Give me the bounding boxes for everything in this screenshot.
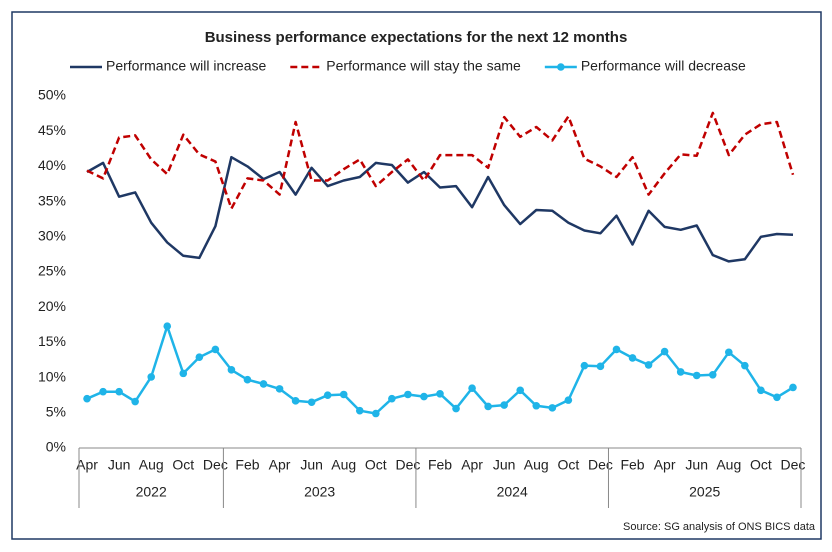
x-tick-label: Feb bbox=[235, 457, 259, 473]
data-point bbox=[372, 409, 380, 418]
x-tick-label: Dec bbox=[395, 457, 420, 473]
chart-title: Business performance expectations for th… bbox=[205, 29, 628, 46]
data-point bbox=[548, 404, 557, 412]
data-point bbox=[131, 397, 139, 406]
data-point bbox=[564, 396, 573, 404]
series-line bbox=[86, 111, 795, 210]
data-point bbox=[275, 385, 284, 393]
x-tick-label: Apr bbox=[654, 457, 676, 473]
y-tick-label: 25% bbox=[38, 263, 66, 279]
data-point bbox=[404, 390, 412, 399]
x-group-label: 2025 bbox=[689, 484, 720, 500]
x-group-label: 2024 bbox=[497, 484, 528, 500]
data-point bbox=[420, 392, 428, 401]
data-point bbox=[452, 404, 460, 413]
data-point bbox=[468, 384, 476, 392]
x-tick-label: Jun bbox=[108, 457, 131, 473]
data-point bbox=[83, 394, 91, 403]
data-point bbox=[291, 397, 300, 405]
y-tick-label: 50% bbox=[38, 87, 66, 103]
data-point bbox=[789, 383, 797, 392]
x-tick-label: Aug bbox=[139, 457, 164, 473]
y-tick-label: 40% bbox=[38, 157, 66, 173]
x-tick-label: Aug bbox=[716, 457, 741, 473]
x-tick-label: Oct bbox=[172, 457, 194, 473]
data-point bbox=[195, 353, 204, 361]
data-point bbox=[708, 370, 717, 379]
data-point bbox=[692, 371, 701, 380]
legend-label: Performance will increase bbox=[106, 58, 266, 74]
data-point bbox=[388, 394, 396, 403]
data-point bbox=[500, 401, 508, 409]
data-point bbox=[355, 406, 364, 415]
x-tick-label: Feb bbox=[428, 457, 452, 473]
data-point bbox=[339, 390, 348, 399]
y-tick-label: 35% bbox=[38, 192, 66, 208]
data-point bbox=[307, 398, 316, 407]
data-point bbox=[163, 322, 172, 331]
x-tick-label: Jun bbox=[493, 457, 516, 473]
data-point bbox=[211, 345, 220, 354]
x-tick-label: Feb bbox=[620, 457, 644, 473]
x-tick-label: Dec bbox=[588, 457, 613, 473]
y-tick-label: 0% bbox=[46, 439, 66, 455]
legend-marker bbox=[557, 63, 565, 71]
data-point bbox=[725, 348, 733, 357]
data-point bbox=[741, 361, 749, 370]
data-point bbox=[484, 402, 492, 411]
data-point bbox=[243, 375, 252, 384]
x-tick-label: Dec bbox=[781, 457, 806, 473]
y-tick-label: 10% bbox=[38, 368, 66, 384]
data-point bbox=[660, 347, 669, 356]
data-point bbox=[259, 380, 268, 388]
x-tick-label: Oct bbox=[750, 457, 772, 473]
data-point bbox=[612, 345, 621, 354]
x-group-label: 2022 bbox=[136, 484, 167, 500]
x-tick-label: Apr bbox=[269, 457, 291, 473]
data-point bbox=[227, 366, 236, 374]
y-tick-label: 20% bbox=[38, 298, 66, 314]
x-tick-label: Oct bbox=[557, 457, 579, 473]
x-tick-label: Apr bbox=[461, 457, 483, 473]
x-tick-label: Aug bbox=[524, 457, 549, 473]
data-point bbox=[596, 362, 605, 371]
data-point bbox=[580, 361, 589, 370]
x-tick-label: Jun bbox=[685, 457, 708, 473]
x-tick-label: Oct bbox=[365, 457, 387, 473]
legend-label: Performance will stay the same bbox=[326, 58, 521, 74]
data-point bbox=[532, 401, 541, 410]
y-tick-label: 15% bbox=[38, 333, 66, 349]
data-point bbox=[147, 373, 155, 381]
data-point bbox=[644, 361, 653, 369]
x-tick-label: Jun bbox=[300, 457, 323, 473]
x-tick-label: Dec bbox=[203, 457, 228, 473]
series-line bbox=[86, 155, 794, 263]
data-point bbox=[436, 389, 444, 398]
chart-frame bbox=[11, 11, 822, 540]
data-point bbox=[757, 386, 765, 395]
y-tick-label: 30% bbox=[38, 228, 66, 244]
x-group-label: 2023 bbox=[304, 484, 335, 500]
data-point bbox=[115, 387, 123, 396]
data-point bbox=[773, 393, 781, 402]
data-point bbox=[628, 354, 637, 362]
data-point bbox=[99, 387, 107, 396]
source-note: Source: SG analysis of ONS BICS data bbox=[623, 521, 816, 533]
y-tick-label: 45% bbox=[38, 122, 66, 138]
data-point bbox=[516, 386, 525, 395]
legend-label: Performance will decrease bbox=[581, 58, 746, 74]
y-tick-label: 5% bbox=[46, 404, 66, 420]
x-tick-label: Apr bbox=[76, 457, 98, 473]
data-point bbox=[676, 368, 685, 376]
x-tick-label: Aug bbox=[331, 457, 356, 473]
data-point bbox=[179, 369, 188, 378]
data-point bbox=[323, 391, 332, 400]
